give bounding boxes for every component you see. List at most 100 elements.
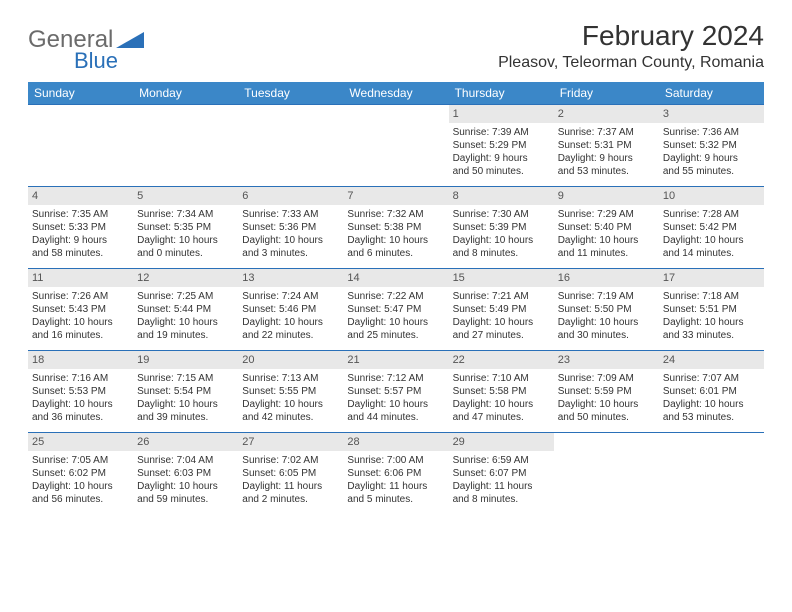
- calendar-day-cell: 14Sunrise: 7:22 AMSunset: 5:47 PMDayligh…: [343, 269, 448, 351]
- daylight-text: and 36 minutes.: [32, 411, 129, 424]
- daylight-text: and 14 minutes.: [663, 247, 760, 260]
- calendar-day-cell: 25Sunrise: 7:05 AMSunset: 6:02 PMDayligh…: [28, 433, 133, 515]
- logo: General Blue: [28, 20, 113, 54]
- logo-text-blue: Blue: [74, 48, 118, 74]
- daylight-text: Daylight: 10 hours: [32, 316, 129, 329]
- sunrise-text: Sunrise: 7:35 AM: [32, 208, 129, 221]
- daylight-text: Daylight: 10 hours: [242, 398, 339, 411]
- daylight-text: and 44 minutes.: [347, 411, 444, 424]
- sunset-text: Sunset: 5:29 PM: [453, 139, 550, 152]
- calendar-day-cell: 17Sunrise: 7:18 AMSunset: 5:51 PMDayligh…: [659, 269, 764, 351]
- day-number: 21: [343, 351, 448, 369]
- sunset-text: Sunset: 5:55 PM: [242, 385, 339, 398]
- daylight-text: Daylight: 10 hours: [558, 316, 655, 329]
- sunrise-text: Sunrise: 7:24 AM: [242, 290, 339, 303]
- sunset-text: Sunset: 5:31 PM: [558, 139, 655, 152]
- sunset-text: Sunset: 6:06 PM: [347, 467, 444, 480]
- daylight-text: and 25 minutes.: [347, 329, 444, 342]
- sunrise-text: Sunrise: 7:34 AM: [137, 208, 234, 221]
- daylight-text: and 42 minutes.: [242, 411, 339, 424]
- daylight-text: and 22 minutes.: [242, 329, 339, 342]
- calendar-day-cell: [659, 433, 764, 515]
- daylight-text: and 6 minutes.: [347, 247, 444, 260]
- daylight-text: and 2 minutes.: [242, 493, 339, 506]
- header: General Blue February 2024 Pleasov, Tele…: [28, 20, 764, 72]
- day-number: 8: [449, 187, 554, 205]
- sunrise-text: Sunrise: 7:02 AM: [242, 454, 339, 467]
- sunrise-text: Sunrise: 7:25 AM: [137, 290, 234, 303]
- sunrise-text: Sunrise: 7:10 AM: [453, 372, 550, 385]
- calendar-week-row: 25Sunrise: 7:05 AMSunset: 6:02 PMDayligh…: [28, 433, 764, 515]
- calendar-day-cell: 12 Sunrise: 7:25 AMSunset: 5:44 PMDayligh…: [133, 269, 238, 351]
- sunset-text: Sunset: 5:54 PM: [137, 385, 234, 398]
- daylight-text: Daylight: 9 hours: [558, 152, 655, 165]
- sunset-text: Sunset: 5:43 PM: [32, 303, 129, 316]
- day-number: 4: [28, 187, 133, 205]
- day-number: 12: [133, 269, 238, 287]
- day-header: Thursday: [449, 82, 554, 105]
- day-number: 15: [449, 269, 554, 287]
- sunset-text: Sunset: 5:38 PM: [347, 221, 444, 234]
- daylight-text: Daylight: 10 hours: [137, 480, 234, 493]
- daylight-text: Daylight: 10 hours: [663, 398, 760, 411]
- sunset-text: Sunset: 6:02 PM: [32, 467, 129, 480]
- day-header: Friday: [554, 82, 659, 105]
- logo-triangle-icon: [116, 30, 146, 50]
- daylight-text: and 27 minutes.: [453, 329, 550, 342]
- daylight-text: Daylight: 10 hours: [137, 234, 234, 247]
- daylight-text: Daylight: 10 hours: [32, 480, 129, 493]
- calendar-day-cell: 11 Sunrise: 7:26 AMSunset: 5:43 PMDayligh…: [28, 269, 133, 351]
- sunrise-text: Sunrise: 7:37 AM: [558, 126, 655, 139]
- sunrise-text: Sunrise: 7:22 AM: [347, 290, 444, 303]
- day-number: 11: [28, 269, 133, 287]
- calendar-day-cell: 5 Sunrise: 7:34 AMSunset: 5:35 PMDaylight…: [133, 187, 238, 269]
- sunset-text: Sunset: 6:05 PM: [242, 467, 339, 480]
- sunrise-text: Sunrise: 7:18 AM: [663, 290, 760, 303]
- day-number: 10: [659, 187, 764, 205]
- day-number: 26: [133, 433, 238, 451]
- calendar-day-cell: 28Sunrise: 7:00 AMSunset: 6:06 PMDayligh…: [343, 433, 448, 515]
- daylight-text: and 0 minutes.: [137, 247, 234, 260]
- sunset-text: Sunset: 6:07 PM: [453, 467, 550, 480]
- sunset-text: Sunset: 5:53 PM: [32, 385, 129, 398]
- sunset-text: Sunset: 5:58 PM: [453, 385, 550, 398]
- daylight-text: and 47 minutes.: [453, 411, 550, 424]
- sunrise-text: Sunrise: 7:32 AM: [347, 208, 444, 221]
- daylight-text: and 3 minutes.: [242, 247, 339, 260]
- sunset-text: Sunset: 5:44 PM: [137, 303, 234, 316]
- day-number: 6: [238, 187, 343, 205]
- calendar-day-cell: 15Sunrise: 7:21 AMSunset: 5:49 PMDayligh…: [449, 269, 554, 351]
- sunrise-text: Sunrise: 7:26 AM: [32, 290, 129, 303]
- daylight-text: Daylight: 11 hours: [242, 480, 339, 493]
- sunrise-text: Sunrise: 7:04 AM: [137, 454, 234, 467]
- day-number: 5: [133, 187, 238, 205]
- day-number: 27: [238, 433, 343, 451]
- calendar-day-cell: 8Sunrise: 7:30 AMSunset: 5:39 PMDaylight…: [449, 187, 554, 269]
- sunset-text: Sunset: 5:59 PM: [558, 385, 655, 398]
- daylight-text: Daylight: 9 hours: [663, 152, 760, 165]
- sunrise-text: Sunrise: 7:15 AM: [137, 372, 234, 385]
- calendar-day-cell: 10Sunrise: 7:28 AMSunset: 5:42 PMDayligh…: [659, 187, 764, 269]
- day-number: 23: [554, 351, 659, 369]
- calendar-day-cell: 23Sunrise: 7:09 AMSunset: 5:59 PMDayligh…: [554, 351, 659, 433]
- calendar-week-row: 4 Sunrise: 7:35 AMSunset: 5:33 PM Daylight…: [28, 187, 764, 269]
- calendar-day-cell: 9Sunrise: 7:29 AMSunset: 5:40 PMDaylight…: [554, 187, 659, 269]
- calendar-day-cell: 7Sunrise: 7:32 AMSunset: 5:38 PMDaylight…: [343, 187, 448, 269]
- sunset-text: Sunset: 5:33 PM: [32, 221, 129, 234]
- title-block: February 2024 Pleasov, Teleorman County,…: [498, 20, 764, 72]
- sunset-text: Sunset: 6:03 PM: [137, 467, 234, 480]
- day-number: 29: [449, 433, 554, 451]
- daylight-text: Daylight: 10 hours: [137, 398, 234, 411]
- sunrise-text: Sunrise: 7:21 AM: [453, 290, 550, 303]
- daylight-text: Daylight: 10 hours: [347, 234, 444, 247]
- daylight-text: Daylight: 10 hours: [453, 234, 550, 247]
- calendar-day-cell: [554, 433, 659, 515]
- day-number: 1: [449, 105, 554, 123]
- sunset-text: Sunset: 5:35 PM: [137, 221, 234, 234]
- daylight-text: and 59 minutes.: [137, 493, 234, 506]
- daylight-text: and 56 minutes.: [32, 493, 129, 506]
- calendar-day-cell: 21Sunrise: 7:12 AMSunset: 5:57 PMDayligh…: [343, 351, 448, 433]
- day-number: 2: [554, 105, 659, 123]
- calendar-day-cell: 16Sunrise: 7:19 AMSunset: 5:50 PMDayligh…: [554, 269, 659, 351]
- daylight-text: Daylight: 10 hours: [137, 316, 234, 329]
